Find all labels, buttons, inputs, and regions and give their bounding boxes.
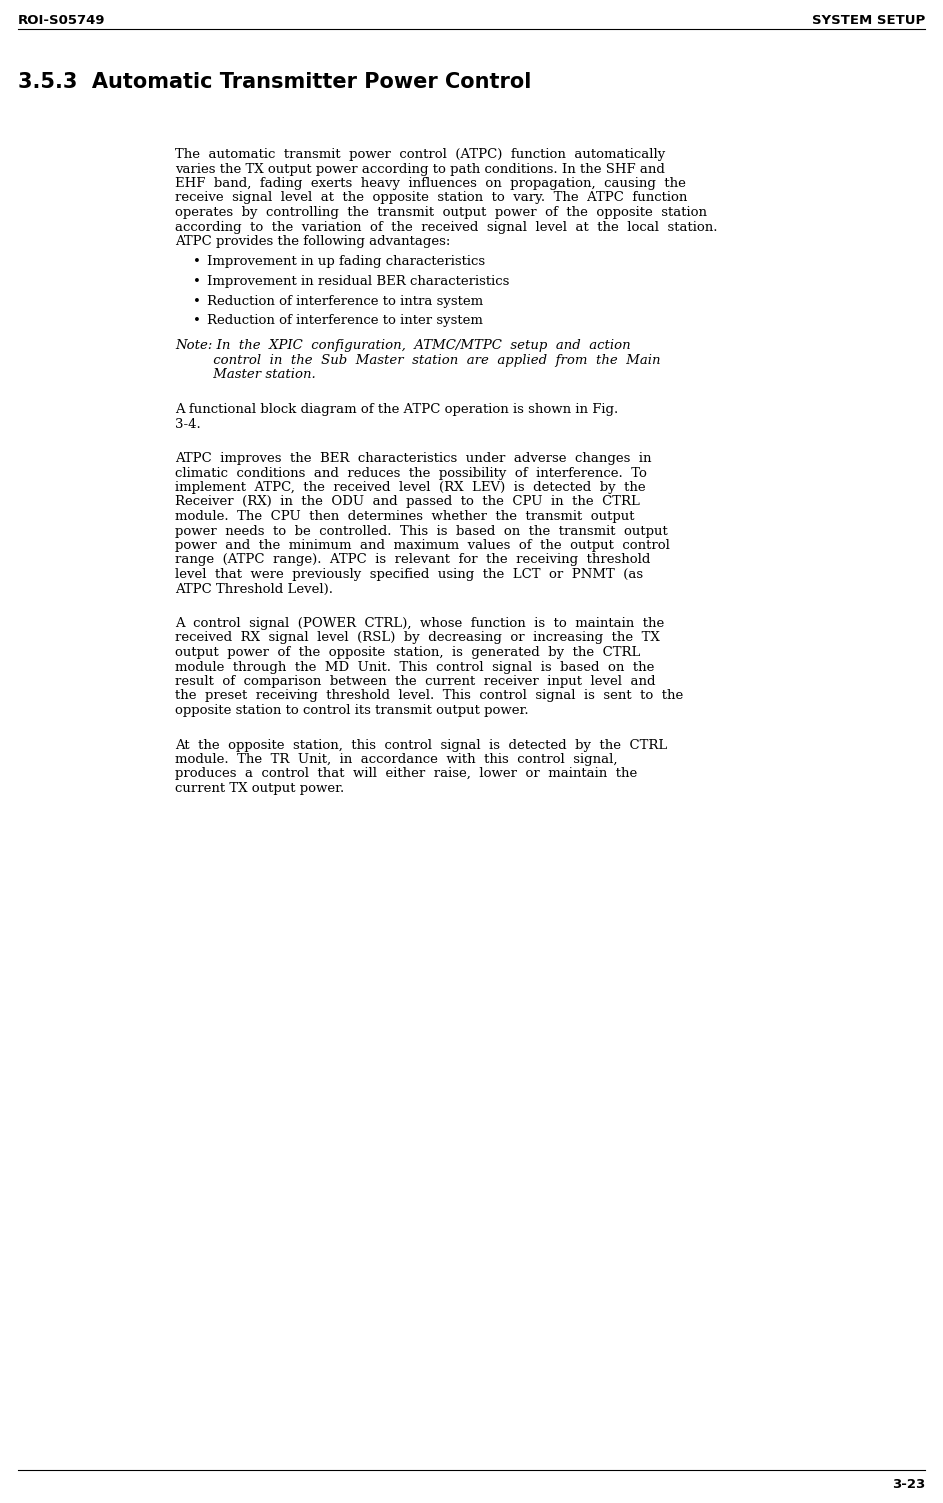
Text: ATPC Threshold Level).: ATPC Threshold Level). [175,583,333,595]
Text: opposite station to control its transmit output power.: opposite station to control its transmit… [175,703,529,717]
Text: A functional block diagram of the ATPC operation is shown in Fig.: A functional block diagram of the ATPC o… [175,403,619,416]
Text: Improvement in up fading characteristics: Improvement in up fading characteristics [207,256,485,269]
Text: implement  ATPC,  the  received  level  (RX  LEV)  is  detected  by  the: implement ATPC, the received level (RX L… [175,481,646,494]
Text: 3-23: 3-23 [892,1477,925,1491]
Text: result  of  comparison  between  the  current  receiver  input  level  and: result of comparison between the current… [175,675,655,688]
Text: 3.5.3  Automatic Transmitter Power Control: 3.5.3 Automatic Transmitter Power Contro… [18,72,531,92]
Text: •: • [193,275,201,289]
Text: power  and  the  minimum  and  maximum  values  of  the  output  control: power and the minimum and maximum values… [175,540,670,552]
Text: current TX output power.: current TX output power. [175,782,344,795]
Text: ROI-S05749: ROI-S05749 [18,14,106,27]
Text: At  the  opposite  station,  this  control  signal  is  detected  by  the  CTRL: At the opposite station, this control si… [175,738,668,752]
Text: Master station.: Master station. [175,368,316,382]
Text: varies the TX output power according to path conditions. In the SHF and: varies the TX output power according to … [175,162,665,176]
Text: climatic  conditions  and  reduces  the  possibility  of  interference.  To: climatic conditions and reduces the poss… [175,466,647,479]
Text: control  in  the  Sub  Master  station  are  applied  from  the  Main: control in the Sub Master station are ap… [175,355,660,367]
Text: Improvement in residual BER characteristics: Improvement in residual BER characterist… [207,275,509,289]
Text: •: • [193,314,201,328]
Text: module.  The  TR  Unit,  in  accordance  with  this  control  signal,: module. The TR Unit, in accordance with … [175,753,618,767]
Text: ATPC provides the following advantages:: ATPC provides the following advantages: [175,234,451,248]
Text: module  through  the  MD  Unit.  This  control  signal  is  based  on  the: module through the MD Unit. This control… [175,660,654,673]
Text: received  RX  signal  level  (RSL)  by  decreasing  or  increasing  the  TX: received RX signal level (RSL) by decrea… [175,631,660,645]
Text: ATPC  improves  the  BER  characteristics  under  adverse  changes  in: ATPC improves the BER characteristics un… [175,452,652,464]
Text: Reduction of interference to inter system: Reduction of interference to inter syste… [207,314,483,328]
Text: 3-4.: 3-4. [175,418,201,430]
Text: the  preset  receiving  threshold  level.  This  control  signal  is  sent  to  : the preset receiving threshold level. Th… [175,690,684,702]
Text: output  power  of  the  opposite  station,  is  generated  by  the  CTRL: output power of the opposite station, is… [175,646,640,658]
Text: range  (ATPC  range).  ATPC  is  relevant  for  the  receiving  threshold: range (ATPC range). ATPC is relevant for… [175,553,651,567]
Text: level  that  were  previously  specified  using  the  LCT  or  PNMT  (as: level that were previously specified usi… [175,568,643,582]
Text: •: • [193,295,201,308]
Text: according  to  the  variation  of  the  received  signal  level  at  the  local : according to the variation of the receiv… [175,221,718,233]
Text: receive  signal  level  at  the  opposite  station  to  vary.  The  ATPC  functi: receive signal level at the opposite sta… [175,191,687,204]
Text: power  needs  to  be  controlled.  This  is  based  on  the  transmit  output: power needs to be controlled. This is ba… [175,525,668,538]
Text: EHF  band,  fading  exerts  heavy  influences  on  propagation,  causing  the: EHF band, fading exerts heavy influences… [175,177,686,189]
Text: A  control  signal  (POWER  CTRL),  whose  function  is  to  maintain  the: A control signal (POWER CTRL), whose fun… [175,618,664,630]
Text: operates  by  controlling  the  transmit  output  power  of  the  opposite  stat: operates by controlling the transmit out… [175,206,707,219]
Text: •: • [193,256,201,269]
Text: Receiver  (RX)  in  the  ODU  and  passed  to  the  CPU  in  the  CTRL: Receiver (RX) in the ODU and passed to t… [175,496,640,508]
Text: module.  The  CPU  then  determines  whether  the  transmit  output: module. The CPU then determines whether … [175,510,635,523]
Text: The  automatic  transmit  power  control  (ATPC)  function  automatically: The automatic transmit power control (AT… [175,147,665,161]
Text: Reduction of interference to intra system: Reduction of interference to intra syste… [207,295,483,308]
Text: produces  a  control  that  will  either  raise,  lower  or  maintain  the: produces a control that will either rais… [175,768,637,780]
Text: Note: In  the  XPIC  configuration,  ATMC/MTPC  setup  and  action: Note: In the XPIC configuration, ATMC/MT… [175,340,631,353]
Text: SYSTEM SETUP: SYSTEM SETUP [812,14,925,27]
